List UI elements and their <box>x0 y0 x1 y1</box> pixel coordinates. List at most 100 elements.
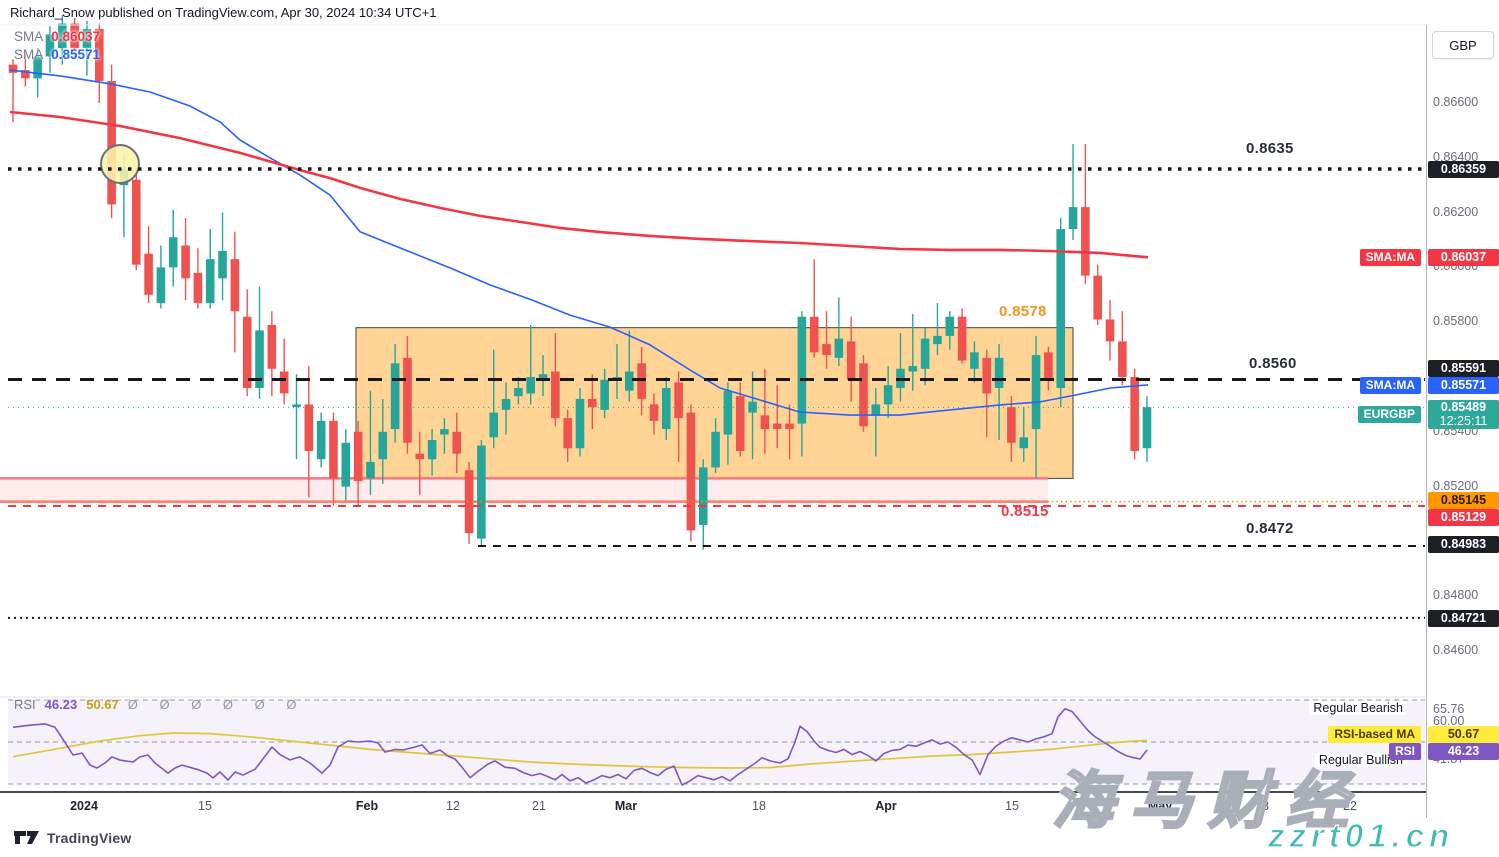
price-badge-0.85571-tag: SMA:MA <box>1359 376 1421 394</box>
candle <box>797 316 807 424</box>
candle <box>427 440 437 460</box>
candle <box>390 363 400 430</box>
candle <box>760 415 770 430</box>
candle <box>957 316 967 361</box>
rsi-empty-inputs: Ø Ø Ø Ø Ø Ø <box>127 697 306 712</box>
candle <box>378 431 388 460</box>
candle <box>205 259 215 304</box>
time-label-18: 18 <box>752 799 766 813</box>
rsi-badge-46.23-tag: RSI <box>1388 742 1421 760</box>
candle <box>785 423 794 430</box>
candle <box>514 387 523 397</box>
time-label-12: 12 <box>446 799 460 813</box>
price-badge-0.85129-value: 0.85129 <box>1428 508 1499 526</box>
candle <box>501 398 511 410</box>
candle <box>1044 352 1053 380</box>
candle <box>464 470 474 534</box>
box-label-8578[interactable]: 0.8578 <box>999 303 1047 320</box>
price-badge-0.85591-value: 0.85591 <box>1428 359 1499 377</box>
price-badge-0.86359-value: 0.86359 <box>1428 160 1499 178</box>
candle <box>748 401 757 413</box>
candle <box>329 420 338 479</box>
sma-legend-row[interactable]: SMA 0.86037 <box>14 29 100 47</box>
candle <box>674 382 683 419</box>
candle <box>279 371 289 394</box>
level-label-8635[interactable]: 0.8635 <box>1246 140 1294 157</box>
currency-button[interactable]: GBP <box>1432 31 1494 59</box>
rsi-badge-50.67-tag: RSI-based MA <box>1328 725 1421 743</box>
regular-bullish-note: Regular Bullish <box>1314 753 1407 767</box>
candle <box>1142 407 1152 449</box>
candle <box>871 404 881 416</box>
candle <box>267 324 277 369</box>
candle <box>809 316 819 353</box>
candle <box>846 341 856 380</box>
price-badge-0.86037-value: 0.86037 <box>1428 248 1499 266</box>
price-tick: 0.84800 <box>1433 588 1479 603</box>
time-label-Feb: Feb <box>355 799 379 813</box>
candle <box>822 344 831 356</box>
candle <box>107 81 116 205</box>
candle <box>1118 341 1127 377</box>
candle <box>1093 275 1102 320</box>
candle <box>1031 355 1041 430</box>
candle <box>218 250 227 279</box>
candle <box>144 253 153 295</box>
candle <box>649 404 659 421</box>
candle <box>8 64 18 73</box>
sma-slow-line <box>9 110 1149 259</box>
watermark-chinese: 海马财经 <box>1051 766 1365 838</box>
candle <box>1019 437 1029 449</box>
rsi-tick: 60.00 <box>1433 714 1465 728</box>
candle <box>353 431 363 482</box>
level-label-8515[interactable]: 0.8515 <box>1001 503 1049 520</box>
candle <box>452 431 462 454</box>
candle <box>70 23 79 49</box>
rsi-badge-50.67-value: 50.67 <box>1428 725 1499 743</box>
rsi-line <box>12 708 1148 786</box>
tradingview-brand-text[interactable]: TradingView <box>47 830 132 846</box>
rsi-value: 46.23 <box>44 697 78 712</box>
candle <box>945 316 955 336</box>
candle <box>637 363 646 399</box>
candle <box>94 29 104 82</box>
candle <box>1081 207 1090 276</box>
candle <box>723 390 733 435</box>
price-badge-0.85489-tag: EURGBP <box>1357 405 1421 423</box>
rsi-ma-value: 50.67 <box>86 697 119 712</box>
candle <box>1105 319 1115 342</box>
candle <box>131 179 141 265</box>
time-axis[interactable]: 2024 15 Feb 12 21 Mar 18 Apr 15 May 13 22 <box>0 791 1499 818</box>
candle <box>970 352 979 369</box>
time-label-22: 22 <box>1343 799 1357 813</box>
candles <box>8 15 1152 550</box>
candle <box>575 398 585 449</box>
rsi-legend[interactable]: RSI 46.23 50.67 Ø Ø Ø Ø Ø Ø <box>14 697 306 712</box>
price-badge-0.85489-value: 0.85489 12:25:11 <box>1428 399 1499 429</box>
time-label-Mar: Mar <box>614 799 638 813</box>
price-tick: 0.85200 <box>1433 478 1479 493</box>
price-badge-0.84983-value: 0.84983 <box>1428 535 1499 553</box>
candle <box>242 316 252 388</box>
level-label-8560[interactable]: 0.8560 <box>1249 355 1297 372</box>
price-badge-0.84721-value: 0.84721 <box>1428 609 1499 627</box>
rsi-label: RSI <box>14 697 36 712</box>
candle <box>230 259 240 312</box>
price-tick: 0.84600 <box>1433 643 1479 657</box>
price-axis[interactable]: GBP 0.86600 0.86400 0.86200 0.86000 0.85800 0… <box>1426 25 1499 818</box>
candle <box>551 371 560 419</box>
candle <box>908 366 918 372</box>
candle <box>600 379 609 410</box>
sma-legend-row[interactable]: SMA 0.85571 <box>14 47 100 65</box>
time-label-15: 15 <box>198 799 212 813</box>
level-label-8472[interactable]: 0.8472 <box>1246 520 1294 537</box>
tradingview-logo-icon[interactable] <box>14 830 40 846</box>
candle <box>686 412 696 531</box>
price-tick: 0.86400 <box>1433 149 1479 164</box>
candle <box>772 423 782 430</box>
circle-annotation <box>100 144 140 184</box>
sma-slow-value: 0.86037 <box>51 29 101 44</box>
time-label-Apr: Apr <box>875 799 897 813</box>
